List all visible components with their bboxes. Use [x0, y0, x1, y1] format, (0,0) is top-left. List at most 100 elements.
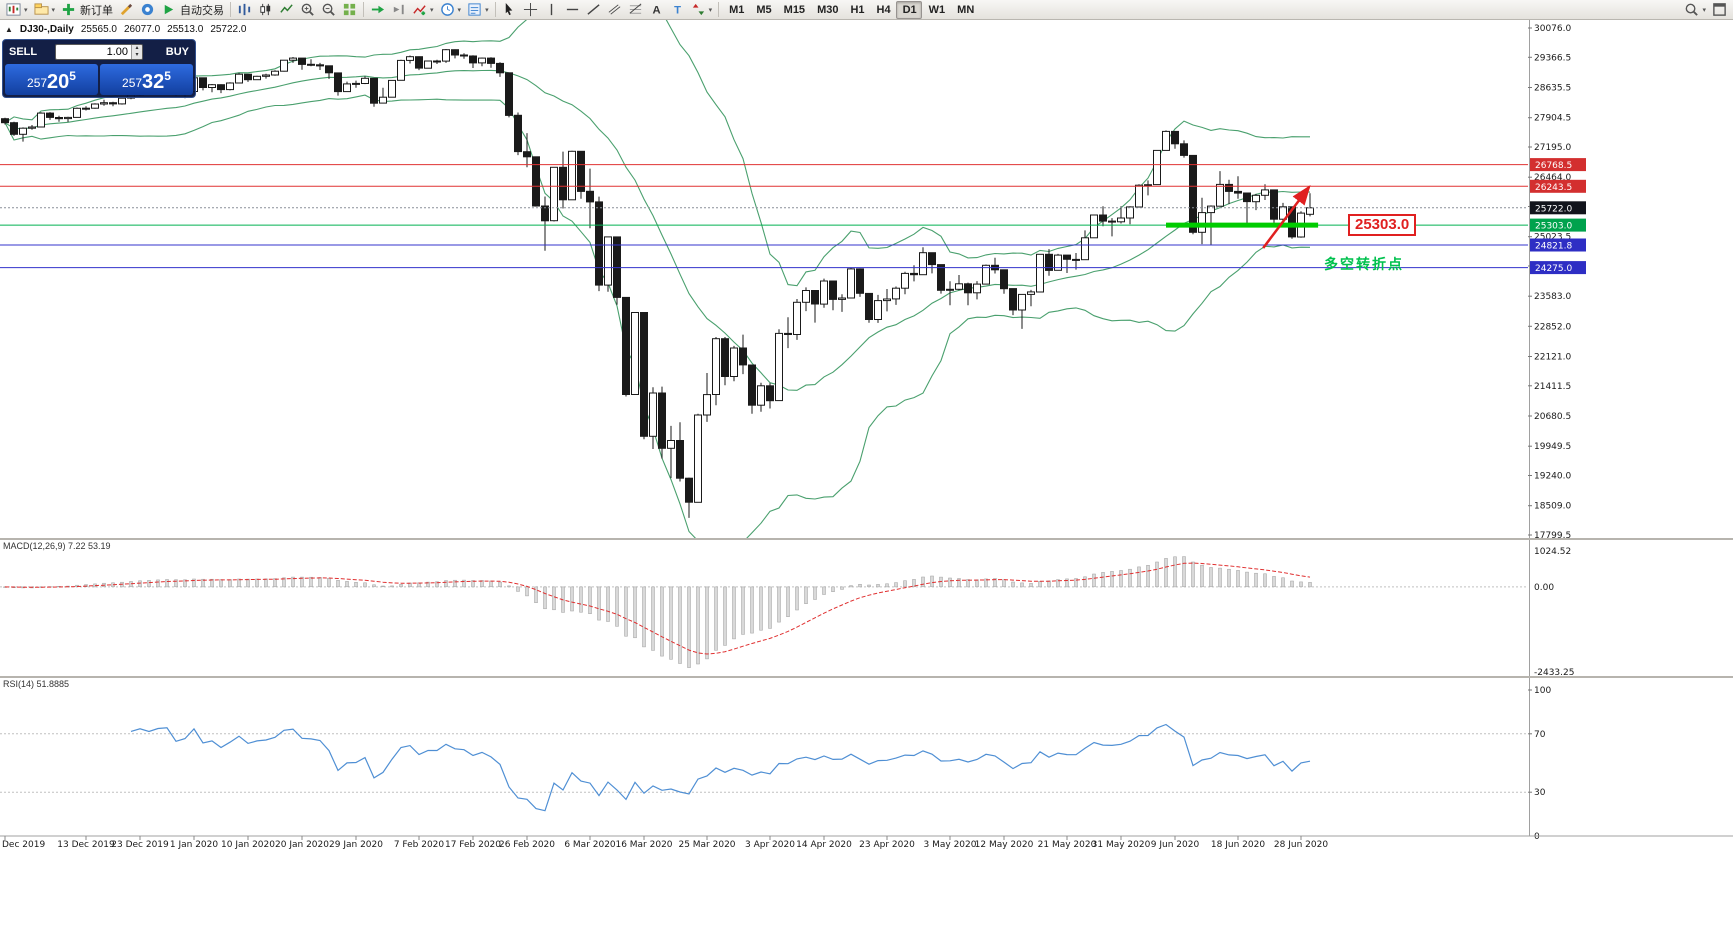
price-tick-label: 17799.5	[1534, 531, 1571, 541]
templates-button[interactable]: ▾	[464, 1, 492, 19]
autotrading-button-label: 自动交易	[180, 4, 225, 17]
timeframe-h4-label: H4	[876, 3, 891, 16]
price-tick-label: 18509.0	[1534, 502, 1571, 512]
price-tick-label: 29366.5	[1534, 53, 1571, 63]
chart-shift-button[interactable]	[388, 1, 409, 19]
timeframe-mn[interactable]: MN	[950, 1, 979, 19]
date-tick-label: 25 Mar 2020	[678, 840, 735, 850]
volume-field[interactable]: ▴▾	[55, 44, 143, 60]
trade-buttons: 257 20 5 257 32 5	[5, 64, 193, 95]
textT-icon: T	[674, 4, 681, 16]
arrows-tool[interactable]: ▾	[688, 1, 716, 19]
metaeditor-button[interactable]	[116, 1, 137, 19]
volume-up-icon[interactable]: ▴	[135, 45, 139, 51]
line-chart-button[interactable]	[276, 1, 297, 19]
timeframe-m15[interactable]: M15	[777, 1, 810, 19]
date-tick-label: 23 Dec 2019	[111, 840, 169, 850]
date-tick-label: 1 Jan 2020	[170, 840, 218, 850]
dropdown-caret-icon: ▾	[708, 6, 713, 14]
price-tick-label: 30076.0	[1534, 24, 1571, 34]
cursor-tool[interactable]	[499, 1, 520, 19]
trend-arrow[interactable]	[1262, 185, 1311, 249]
cursor-icon	[505, 2, 512, 16]
price-badge-label: 25722.0	[1535, 204, 1572, 214]
price-axis[interactable]: 30076.0 29366.5 28635.5 27904.5 27195.0 26464…	[1528, 20, 1586, 836]
trendline-tool[interactable]	[583, 1, 604, 19]
symbol-period-label: DJ30-,Daily	[19, 24, 74, 35]
window-layout-button[interactable]	[1709, 1, 1730, 19]
fullscreen-icon	[1713, 3, 1726, 16]
price-tick-label: 25023.5	[1534, 233, 1571, 243]
volume-input[interactable]	[56, 46, 131, 58]
svg-text:A: A	[652, 4, 660, 16]
candlestick-chart-button[interactable]	[255, 1, 276, 19]
volume-spinner[interactable]: ▴ ▾	[131, 45, 142, 59]
date-tick-label: 10 Jan 2020	[221, 840, 275, 850]
timeframe-mn-label: MN	[957, 3, 975, 16]
zoom-out-button[interactable]	[318, 1, 339, 19]
date-tick-label: 21 May 2020	[1038, 840, 1097, 850]
sell-price-big: 20	[47, 71, 70, 93]
timeframe-h4[interactable]: H4	[870, 1, 896, 19]
auto-scroll-button[interactable]	[367, 1, 388, 19]
periods-button[interactable]: ▾	[437, 1, 465, 19]
timeframe-w1[interactable]: W1	[922, 1, 951, 19]
vertical-line-tool[interactable]	[541, 1, 562, 19]
zoom-in-button[interactable]	[297, 1, 318, 19]
timeframe-m5[interactable]: M5	[749, 1, 776, 19]
market-watch-button[interactable]	[137, 1, 158, 19]
channel-icon	[608, 4, 620, 15]
volume-down-icon[interactable]: ▾	[135, 52, 139, 58]
rsi-panel-divider[interactable]	[0, 676, 1733, 678]
timeframe-h1[interactable]: H1	[843, 1, 869, 19]
price-tick-label: 27195.0	[1534, 143, 1571, 153]
bar-chart-button[interactable]	[234, 1, 255, 19]
buy-button[interactable]: 257 32 5	[100, 64, 193, 95]
date-tick-label: 12 May 2020	[975, 840, 1034, 850]
timeframe-m1[interactable]: M1	[722, 1, 749, 19]
macd-panel-divider[interactable]	[0, 538, 1733, 540]
chartwin-icon	[6, 3, 21, 16]
fibonacci-tool[interactable]	[625, 1, 646, 19]
text-tool[interactable]: A	[646, 1, 667, 19]
high-value: 26077.0	[124, 24, 161, 35]
trend-icon	[587, 4, 600, 15]
timeframe-m30[interactable]: M30	[810, 1, 843, 19]
tile-windows-button[interactable]	[339, 1, 360, 19]
profiles-button[interactable]: ▾	[31, 1, 59, 19]
open-value: 25565.0	[80, 24, 117, 35]
date-tick-label: 23 Apr 2020	[859, 840, 915, 850]
sell-label: SELL	[9, 46, 38, 58]
new-order-button[interactable]: 新订单	[58, 1, 116, 19]
rsi-indicator-label: RSI(14) 51.8885	[3, 679, 70, 689]
one-click-toggle-icon[interactable]: ▲	[5, 25, 13, 34]
sell-button[interactable]: 257 20 5	[5, 64, 98, 95]
price-tick-label: 19240.0	[1534, 472, 1571, 482]
turning-point-annotation[interactable]: 多空转折点	[1324, 256, 1404, 272]
date-tick-label: 26 Feb 2020	[499, 840, 555, 850]
date-tick-label: 6 Mar 2020	[564, 840, 616, 850]
indicators-button[interactable]: ▾	[409, 1, 437, 19]
chart-canvas[interactable]: 30076.0 29366.5 28635.5 27904.5 27195.0 26464…	[0, 20, 1733, 947]
channel-tool[interactable]	[604, 1, 625, 19]
rsi-tick-label: 0	[1534, 832, 1540, 842]
label-tool[interactable]: T	[667, 1, 688, 19]
textA-icon: A	[652, 4, 660, 16]
price-tick-label: 22121.0	[1534, 353, 1571, 363]
new-chart-button[interactable]: ▾	[3, 1, 31, 19]
autotrading-button[interactable]: 自动交易	[158, 1, 227, 19]
dropdown-caret-icon: ▾	[485, 6, 489, 14]
main-toolbar: ▾ ▾ 新订单 自动交易 ▾ ▾ ▾ A T ▾ M1 M5 M15 M30 H1 H4 D1 W1 MN ▾	[0, 0, 1733, 20]
rsi-line	[130, 723, 1311, 812]
horizontal-line-tool[interactable]	[562, 1, 583, 19]
price-level-annotation[interactable]: 25303.0	[1348, 214, 1417, 236]
macd-indicator-label: MACD(12,26,9) 7.22 53.19	[3, 541, 111, 551]
buy-price-big: 32	[142, 71, 165, 93]
crosshair-tool[interactable]	[520, 1, 541, 19]
search-button[interactable]: ▾	[1681, 1, 1709, 19]
timeframe-d1[interactable]: D1	[895, 0, 922, 19]
bars-icon	[238, 3, 251, 16]
